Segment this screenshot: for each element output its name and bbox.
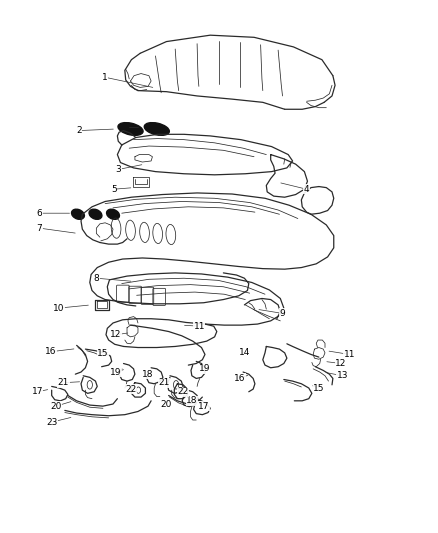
- Text: 4: 4: [304, 185, 309, 193]
- Text: 7: 7: [36, 224, 42, 232]
- Text: 10: 10: [53, 304, 65, 312]
- Text: 14: 14: [239, 349, 250, 357]
- Text: 11: 11: [344, 350, 355, 359]
- Text: 19: 19: [110, 368, 122, 376]
- Text: 21: 21: [58, 378, 69, 387]
- Text: 21: 21: [159, 378, 170, 387]
- Ellipse shape: [71, 209, 85, 220]
- Text: 20: 20: [160, 400, 171, 408]
- Text: 19: 19: [199, 365, 211, 373]
- Ellipse shape: [89, 209, 102, 220]
- Text: 11: 11: [194, 322, 205, 330]
- Text: 22: 22: [177, 387, 189, 396]
- Text: 16: 16: [45, 348, 56, 356]
- Text: 3: 3: [115, 165, 121, 174]
- Text: 12: 12: [335, 359, 346, 368]
- Text: 5: 5: [111, 185, 117, 193]
- Text: 17: 17: [198, 402, 209, 410]
- Text: 15: 15: [313, 384, 325, 392]
- Text: 1: 1: [102, 73, 108, 82]
- Text: 18: 18: [186, 397, 198, 405]
- Text: 17: 17: [32, 387, 43, 396]
- Text: 13: 13: [337, 372, 348, 380]
- Text: 23: 23: [46, 418, 57, 426]
- Text: 16: 16: [234, 374, 246, 383]
- Text: 8: 8: [93, 274, 99, 282]
- Text: 12: 12: [110, 330, 122, 339]
- Text: 22: 22: [125, 385, 136, 393]
- Text: 15: 15: [97, 350, 109, 358]
- Text: 6: 6: [36, 209, 42, 217]
- Ellipse shape: [144, 123, 170, 135]
- Text: 18: 18: [142, 370, 154, 378]
- Ellipse shape: [106, 209, 120, 220]
- Text: 20: 20: [50, 402, 62, 410]
- Ellipse shape: [118, 123, 143, 135]
- Text: 2: 2: [76, 126, 81, 135]
- Text: 9: 9: [279, 309, 286, 318]
